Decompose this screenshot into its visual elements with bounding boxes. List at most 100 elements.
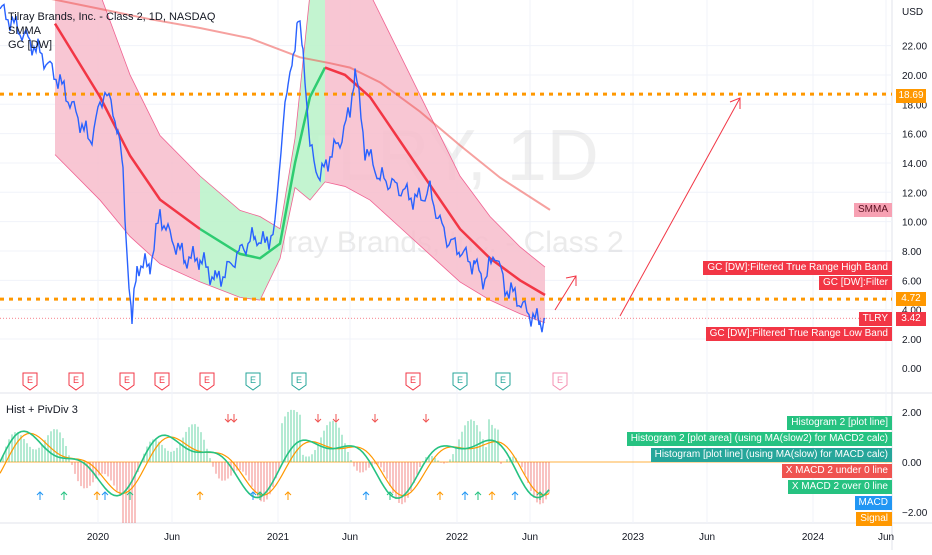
histogram-bar xyxy=(362,462,364,472)
earnings-marker[interactable]: E xyxy=(496,373,510,390)
histogram-bar xyxy=(332,421,334,462)
earnings-marker-label: E xyxy=(27,375,33,385)
histogram-bar xyxy=(29,447,31,462)
histogram-bar xyxy=(125,462,127,547)
earnings-marker[interactable]: E xyxy=(69,373,83,390)
histogram-bar xyxy=(449,459,451,462)
low-band-tag: GC [DW]:Filtered True Range Low Band xyxy=(706,327,892,341)
histogram-bar xyxy=(296,412,298,462)
histogram-bar xyxy=(239,462,241,470)
histogram-bar xyxy=(242,462,244,472)
price-axis-label: 14.00 xyxy=(902,159,927,170)
cross-up-arrow xyxy=(197,492,203,500)
histogram-bar xyxy=(179,443,181,462)
cross-up-arrow xyxy=(102,492,108,500)
histogram-bar xyxy=(338,428,340,462)
price-axis-label: 2.00 xyxy=(902,335,922,346)
histogram-bar xyxy=(35,449,37,462)
indicator-smma-label[interactable]: SMMA xyxy=(8,25,42,37)
histogram-bar xyxy=(359,462,361,473)
earnings-marker[interactable]: E xyxy=(292,373,306,390)
histogram-bar xyxy=(74,462,76,474)
cross-up-arrow xyxy=(475,492,481,500)
time-axis-label: 2020 xyxy=(87,532,110,543)
projection-arrow-long[interactable] xyxy=(620,98,740,316)
histogram-bar xyxy=(23,439,25,462)
histogram-bar xyxy=(224,462,226,481)
macd-tag: MACD xyxy=(855,496,892,510)
histogram-bar xyxy=(107,462,109,476)
time-axis-label: Jun xyxy=(522,532,538,543)
indicator-gc-label[interactable]: GC [DW] xyxy=(8,39,52,51)
histogram-bar xyxy=(200,432,202,462)
histogram-bar xyxy=(305,457,307,462)
earnings-marker-label: E xyxy=(204,375,210,385)
earnings-marker[interactable]: E xyxy=(120,373,134,390)
projection-arrow-short[interactable] xyxy=(555,276,576,310)
histogram-bar xyxy=(116,462,118,491)
earnings-marker[interactable]: E xyxy=(453,373,467,390)
histogram-bar xyxy=(524,462,526,475)
histogram-bar xyxy=(206,449,208,462)
histogram-bar xyxy=(251,462,253,487)
histogram-bar xyxy=(443,462,445,464)
xmacd2-over-tag: X MACD 2 over 0 line xyxy=(788,480,892,494)
earnings-marker[interactable]: E xyxy=(200,373,214,390)
macd-histogram-line xyxy=(0,431,549,498)
time-axis-label: 2021 xyxy=(267,532,290,543)
currency-label: USD xyxy=(902,7,923,18)
earnings-marker[interactable]: E xyxy=(23,373,37,390)
histogram-bar xyxy=(347,452,349,462)
histogram-bar xyxy=(170,452,172,462)
earnings-marker[interactable]: E xyxy=(155,373,169,390)
time-axis-label: 2023 xyxy=(622,532,645,543)
earnings-marker-label: E xyxy=(159,375,165,385)
filter-tag: GC [DW]:Filter xyxy=(819,276,892,290)
histogram-bar xyxy=(245,462,247,475)
histogram-bar xyxy=(89,462,91,486)
support-level-tag: 4.72 xyxy=(896,292,926,306)
cross-up-arrow xyxy=(489,492,495,500)
oscillator-label[interactable]: Hist + PivDiv 3 xyxy=(6,404,78,416)
earnings-marker[interactable]: E xyxy=(406,373,420,390)
cross-up-arrow xyxy=(61,492,67,500)
histogram-bar xyxy=(383,462,385,472)
chart-title: Tilray Brands, Inc. - Class 2, 1D, NASDA… xyxy=(8,11,216,23)
histogram-bar xyxy=(356,462,358,471)
earnings-marker[interactable]: E xyxy=(246,373,260,390)
time-axis-label: 2024 xyxy=(802,532,825,543)
histogram-bar xyxy=(38,448,40,462)
histogram-bar xyxy=(212,462,214,467)
histogram-bar xyxy=(218,462,220,478)
histogram-bar xyxy=(500,462,502,464)
histogram-bar xyxy=(191,424,193,462)
histogram-bar xyxy=(122,462,124,547)
histogram-bar xyxy=(350,460,352,462)
histogram-bar xyxy=(128,462,130,545)
resistance-level-tag: 18.69 xyxy=(896,89,926,103)
cross-up-arrow xyxy=(285,492,291,500)
histogram-bar xyxy=(173,451,175,462)
earnings-marker[interactable]: E xyxy=(553,373,567,390)
histogram-bar xyxy=(161,445,163,462)
cross-down-arrow xyxy=(225,414,231,422)
histogram-bar xyxy=(281,423,283,462)
histogram-bar xyxy=(533,462,535,498)
histogram-bar xyxy=(110,462,112,480)
time-axis-label: Jun xyxy=(878,532,894,543)
histogram-bar xyxy=(419,462,421,467)
signal-tag: Signal xyxy=(856,512,892,526)
osc-axis-label: −2.00 xyxy=(902,508,928,519)
smma-tag: SMMA xyxy=(854,203,892,217)
histogram-bar xyxy=(155,440,157,462)
histogram-bar xyxy=(464,425,466,462)
histogram-bar xyxy=(47,435,49,462)
histogram-bar xyxy=(80,462,82,486)
earnings-marker-label: E xyxy=(457,375,463,385)
histogram-bar xyxy=(26,443,28,462)
histogram-bar xyxy=(221,462,223,481)
time-axis-label: 2022 xyxy=(446,532,469,543)
price-axis-label: 20.00 xyxy=(902,71,927,82)
osc-axis-label: 0.00 xyxy=(902,458,922,469)
